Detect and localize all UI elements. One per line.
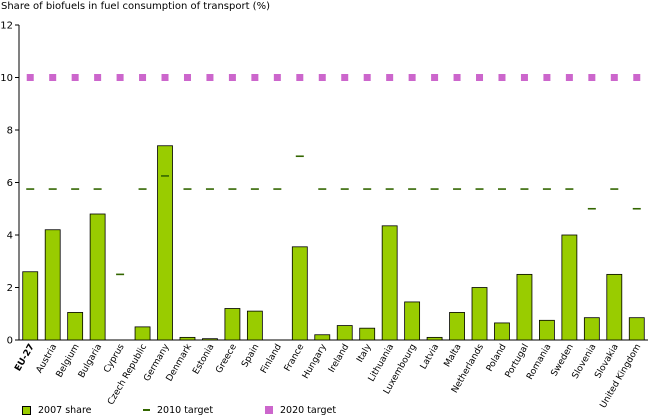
- x-tick-label: Latvia: [419, 343, 441, 372]
- marker-2020-target: [498, 74, 506, 81]
- bar-2007-share: [314, 334, 331, 341]
- marker-2020-target: [206, 74, 214, 81]
- legend-item-2007-share: 2007 share: [22, 404, 92, 416]
- marker-2020-target: [386, 74, 394, 81]
- bar-2007-share: [157, 145, 173, 341]
- bar-2007-share: [426, 336, 443, 341]
- x-tick-label: Finland: [259, 343, 284, 376]
- marker-2020-target: [94, 74, 102, 81]
- bar-2007-share: [224, 308, 241, 341]
- bar-2007-share: [179, 336, 196, 341]
- x-tick-label: Poland: [485, 343, 509, 374]
- y-tick-label: 8: [7, 126, 13, 137]
- bar-2007-share: [202, 338, 218, 341]
- marker-2020-target: [26, 74, 34, 81]
- marker-2020-target: [116, 74, 124, 81]
- bar-2007-share: [246, 310, 263, 341]
- y-tick-label: 6: [7, 178, 13, 189]
- legend-label-2020-target: 2020 target: [280, 404, 337, 416]
- bar-2007-share: [22, 271, 39, 341]
- chart-title: Share of biofuels in fuel consumption of…: [1, 1, 270, 12]
- x-tick-label: Malta: [443, 343, 464, 370]
- bar-2007-share: [291, 246, 308, 341]
- y-tick-label: 12: [0, 21, 13, 32]
- marker-2020-target: [228, 74, 236, 81]
- bar-2007-share: [67, 312, 84, 341]
- marker-2020-target: [543, 74, 551, 81]
- y-tick-label: 0: [7, 336, 13, 347]
- marker-2020-target: [318, 74, 326, 81]
- marker-2020-target: [453, 74, 461, 81]
- marker-2020-target: [71, 74, 79, 81]
- x-tick-label: Greece: [214, 342, 239, 375]
- marker-2020-target: [251, 74, 259, 81]
- x-tick-label: EU-27: [13, 343, 37, 374]
- marker-2020-target: [633, 74, 641, 81]
- bar-2007-share: [404, 301, 421, 341]
- x-tick-label: Austria: [35, 343, 60, 376]
- x-tick-label: Italy: [355, 342, 374, 364]
- bar-2007-share: [89, 213, 106, 341]
- y-tick-label: 10: [0, 73, 13, 84]
- bar-2007-share: [583, 317, 600, 341]
- marker-2020-target: [273, 74, 281, 81]
- marker-2020-target: [588, 74, 596, 81]
- y-tick-label: 4: [7, 231, 13, 242]
- bar-2007-share: [359, 327, 376, 341]
- marker-2020-target: [431, 74, 439, 81]
- legend-label-2010-target: 2010 target: [157, 404, 214, 416]
- marker-2020-target: [341, 74, 349, 81]
- bar-2007-share: [516, 273, 533, 341]
- bar-2007-share: [494, 322, 510, 341]
- legend-item-2010-target: 2010 target: [143, 404, 213, 416]
- bar-2007-share: [471, 287, 488, 341]
- legend-swatch-dash: [143, 409, 150, 411]
- bar-2007-share: [336, 325, 353, 341]
- marker-2020-target: [476, 74, 484, 81]
- bar-2007-share: [134, 326, 151, 341]
- x-tick-label: Estonia: [191, 343, 216, 377]
- marker-2020-target: [296, 74, 304, 81]
- bar-2007-share: [381, 225, 398, 341]
- y-tick-label: 2: [7, 283, 13, 294]
- marker-2020-target: [183, 74, 191, 81]
- bar-2007-share: [606, 273, 623, 341]
- marker-2020-target: [520, 74, 528, 81]
- marker-2020-target: [363, 74, 371, 81]
- marker-2020-target: [610, 74, 618, 81]
- x-tick-label: France: [283, 342, 307, 373]
- legend-item-2020-target: 2020 target: [265, 404, 336, 416]
- marker-2020-target: [408, 74, 416, 81]
- bar-2007-share: [449, 312, 465, 341]
- bar-2007-share: [539, 319, 555, 341]
- marker-2020-target: [161, 74, 169, 81]
- bar-2007-share: [561, 234, 578, 341]
- bar-2007-share: [44, 229, 61, 341]
- marker-2020-target: [49, 74, 57, 81]
- legend-swatch-square: [265, 406, 273, 414]
- x-tick-label: Ireland: [327, 343, 351, 375]
- marker-2020-target: [565, 74, 573, 81]
- bar-2007-share: [628, 317, 645, 341]
- legend-swatch-bar: [22, 405, 31, 415]
- marker-2020-target: [139, 74, 147, 81]
- legend-label-2007-share: 2007 share: [38, 404, 92, 416]
- x-tick-label: Cyprus: [102, 342, 127, 374]
- x-tick-label: Spain: [240, 343, 261, 370]
